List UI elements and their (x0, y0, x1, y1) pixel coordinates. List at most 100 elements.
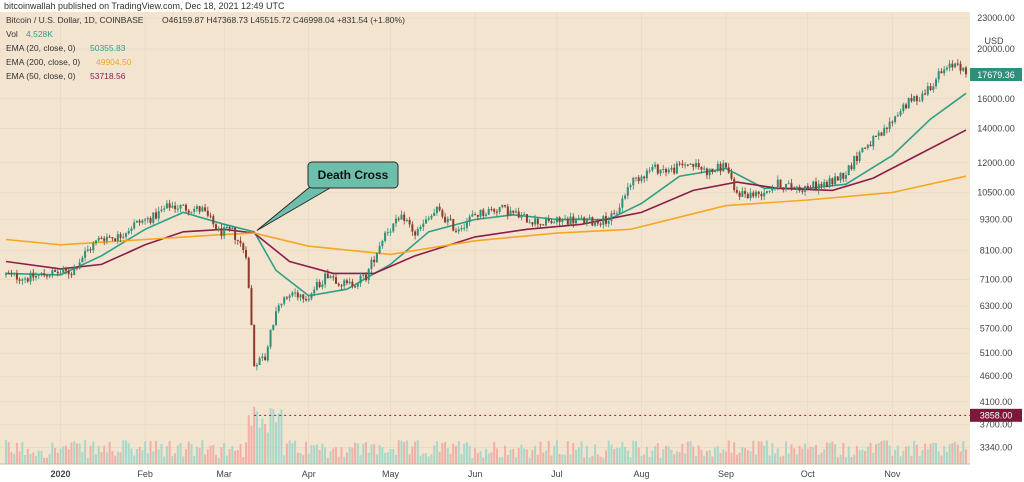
volume-bar (648, 456, 651, 464)
volume-bar (735, 454, 738, 464)
candle-body (408, 219, 411, 225)
volume-bar (362, 443, 365, 464)
candle-body (509, 210, 512, 216)
volume-bar (760, 441, 763, 464)
volume-bar (40, 450, 43, 464)
volume-bar (534, 445, 537, 464)
candle-body (97, 237, 100, 241)
candle-body (187, 210, 190, 213)
volume-bar (493, 442, 496, 464)
candle-body (771, 188, 774, 191)
candle-body (299, 294, 302, 298)
volume-bar (785, 441, 787, 464)
candle-body (255, 364, 258, 367)
candle-body (495, 211, 498, 213)
volume-bar (506, 454, 509, 464)
volume-bar (569, 454, 572, 464)
x-tick-label: Apr (302, 469, 316, 479)
volume-bar (206, 449, 209, 464)
candle-body (62, 268, 65, 273)
candle-body (525, 214, 528, 223)
death-cross-annotation: Death Cross (256, 161, 399, 231)
volume-bar (575, 449, 577, 464)
volume-bar (65, 445, 67, 464)
volume-bar (610, 444, 613, 464)
candle-body (935, 79, 937, 87)
volume-bar (386, 452, 389, 464)
volume-bar (476, 453, 479, 464)
x-tick-label: May (382, 469, 400, 479)
volume-bar (515, 457, 517, 464)
chart-container[interactable]: Death Cross Bitcoin / U.S. Dollar, 1D, C… (0, 12, 1024, 482)
candle-body (253, 325, 256, 367)
candle-body (40, 273, 43, 275)
candle-body (828, 178, 831, 188)
candle-body (228, 227, 231, 229)
volume-bar (695, 455, 697, 464)
candle-body (815, 181, 817, 191)
legend-ema50-value: 53718.56 (90, 71, 126, 81)
candle-body (13, 273, 16, 275)
y-axis[interactable]: USD 23000.00 20000.00 16000.00 14000.00 1200… (970, 12, 1024, 482)
candle-body (135, 220, 138, 223)
y-axis-background (970, 12, 1024, 482)
volume-bar (749, 451, 752, 464)
candle-body (438, 206, 441, 211)
volume-bar (525, 449, 528, 464)
volume-bar (697, 445, 700, 464)
volume-bar (703, 456, 706, 464)
candle-body (834, 176, 837, 185)
candle-body (362, 274, 365, 276)
volume-bar (441, 442, 444, 464)
x-tick-label: Aug (633, 469, 649, 479)
volume-bar (425, 453, 427, 464)
volume-bar (547, 440, 550, 464)
candle-body (907, 98, 910, 109)
volume-bar (599, 456, 602, 464)
volume-bar (956, 444, 959, 464)
y-tick-label: 14000.00 (977, 123, 1015, 133)
volume-bar (782, 455, 785, 464)
price-chart[interactable]: Death Cross Bitcoin / U.S. Dollar, 1D, C… (0, 12, 1024, 482)
candle-body (629, 185, 632, 188)
candle-body (242, 243, 245, 250)
volume-bar (179, 443, 182, 464)
volume-bar (498, 457, 501, 464)
candlesticks (5, 59, 967, 371)
volume-bar (92, 441, 95, 464)
candle-body (956, 63, 959, 65)
volume-bar (133, 455, 136, 464)
candle-body (340, 285, 343, 287)
candle-body (250, 287, 253, 326)
candle-body (877, 132, 880, 137)
volume-bar (864, 451, 867, 464)
volume-bar (433, 445, 436, 464)
volume-bar (416, 440, 419, 464)
volume-bar (212, 445, 215, 464)
candle-body (637, 177, 640, 182)
candle-body (899, 111, 902, 116)
volume-bar (370, 444, 373, 464)
candle-body (266, 346, 269, 361)
x-axis[interactable]: 2020 Feb Mar Apr May Jun Jul Aug Sep Oct Nov (0, 463, 1024, 482)
candle-body (850, 165, 853, 170)
candle-body (119, 234, 122, 238)
volume-bar (763, 445, 766, 464)
y-tick-label: 12000.00 (977, 158, 1015, 168)
volume-bar (954, 441, 957, 464)
candle-body (569, 216, 572, 225)
candle-body (654, 164, 657, 167)
volume-bar (32, 452, 35, 464)
volume-bar (945, 451, 948, 464)
volume-bar (596, 454, 599, 464)
volume-bar (430, 454, 433, 464)
candle-body (774, 186, 777, 189)
volume-bar (326, 457, 329, 464)
volume-bar (550, 455, 553, 464)
candle-body (405, 219, 408, 221)
volume-bar (520, 444, 523, 464)
volume-bar (86, 457, 89, 464)
candle-body (752, 192, 755, 197)
candle-body (332, 276, 335, 278)
y-tick-label: 9300.00 (980, 215, 1013, 225)
